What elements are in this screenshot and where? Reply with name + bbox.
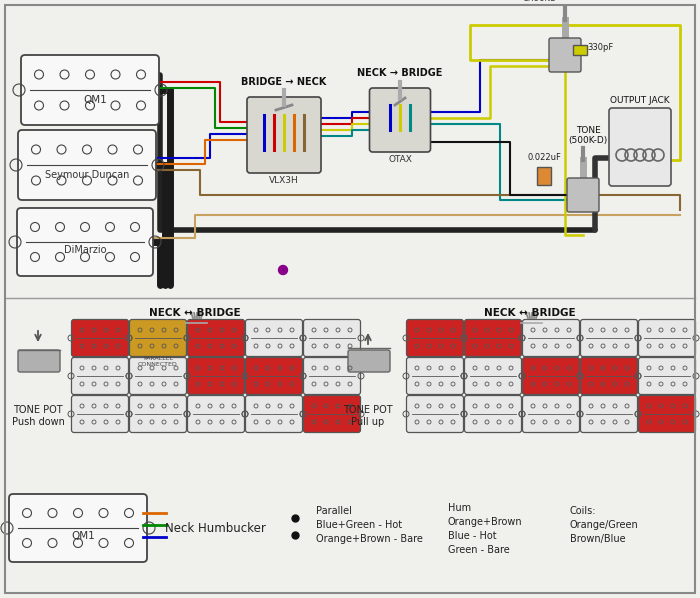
- FancyBboxPatch shape: [465, 395, 522, 432]
- FancyBboxPatch shape: [304, 358, 360, 395]
- Text: 0.022uF: 0.022uF: [527, 153, 561, 162]
- FancyBboxPatch shape: [130, 358, 186, 395]
- Text: QM1: QM1: [71, 531, 95, 541]
- FancyBboxPatch shape: [21, 55, 159, 125]
- Text: QM1: QM1: [83, 95, 107, 105]
- FancyBboxPatch shape: [71, 319, 129, 356]
- Text: VLX3H: VLX3H: [269, 176, 299, 185]
- FancyBboxPatch shape: [246, 358, 302, 395]
- FancyBboxPatch shape: [567, 178, 599, 212]
- FancyBboxPatch shape: [638, 319, 696, 356]
- FancyBboxPatch shape: [609, 108, 671, 186]
- FancyBboxPatch shape: [71, 395, 129, 432]
- FancyBboxPatch shape: [9, 494, 147, 562]
- Text: Coils:
Orange/Green
Brown/Blue: Coils: Orange/Green Brown/Blue: [570, 506, 638, 544]
- FancyBboxPatch shape: [638, 395, 696, 432]
- Text: Neck Humbucker: Neck Humbucker: [165, 521, 266, 535]
- Text: OUTPUT JACK: OUTPUT JACK: [610, 96, 670, 105]
- FancyBboxPatch shape: [407, 395, 463, 432]
- Circle shape: [279, 266, 288, 274]
- FancyBboxPatch shape: [18, 350, 60, 372]
- Text: PARALLEL
CONNECTED: PARALLEL CONNECTED: [138, 356, 178, 367]
- FancyBboxPatch shape: [304, 319, 360, 356]
- Text: TO BRIDGE
GROUND: TO BRIDGE GROUND: [519, 0, 561, 3]
- Text: NECK ↔ BRIDGE: NECK ↔ BRIDGE: [149, 308, 241, 318]
- FancyBboxPatch shape: [130, 319, 186, 356]
- FancyBboxPatch shape: [188, 358, 244, 395]
- FancyBboxPatch shape: [580, 395, 638, 432]
- Text: NECK → BRIDGE: NECK → BRIDGE: [357, 68, 442, 78]
- Text: BRIDGE → NECK: BRIDGE → NECK: [241, 77, 327, 87]
- Text: OTAX: OTAX: [388, 155, 412, 164]
- FancyBboxPatch shape: [247, 97, 321, 173]
- FancyBboxPatch shape: [17, 208, 153, 276]
- FancyBboxPatch shape: [18, 130, 156, 200]
- FancyBboxPatch shape: [522, 319, 580, 356]
- Text: TONE
(500K-D): TONE (500K-D): [568, 126, 608, 145]
- FancyBboxPatch shape: [348, 350, 390, 372]
- FancyBboxPatch shape: [370, 88, 430, 152]
- Text: DiMarzio: DiMarzio: [64, 245, 106, 255]
- FancyBboxPatch shape: [246, 319, 302, 356]
- FancyBboxPatch shape: [580, 319, 638, 356]
- FancyBboxPatch shape: [522, 358, 580, 395]
- FancyBboxPatch shape: [188, 319, 244, 356]
- Text: Hum
Orange+Brown
Blue - Hot
Green - Bare: Hum Orange+Brown Blue - Hot Green - Bare: [448, 503, 523, 555]
- FancyBboxPatch shape: [465, 319, 522, 356]
- Bar: [573, 45, 587, 55]
- FancyBboxPatch shape: [130, 395, 186, 432]
- Text: NECK ↔ BRIDGE: NECK ↔ BRIDGE: [484, 308, 576, 318]
- FancyBboxPatch shape: [638, 358, 696, 395]
- FancyBboxPatch shape: [580, 358, 638, 395]
- Text: TONE POT
Push down: TONE POT Push down: [12, 405, 64, 426]
- FancyBboxPatch shape: [465, 358, 522, 395]
- Text: Seymour Duncan: Seymour Duncan: [45, 170, 130, 180]
- Text: TONE POT
Pull up: TONE POT Pull up: [343, 405, 393, 426]
- Text: Parallel
Blue+Green - Hot
Orange+Brown - Bare: Parallel Blue+Green - Hot Orange+Brown -…: [316, 506, 423, 544]
- FancyBboxPatch shape: [407, 358, 463, 395]
- FancyBboxPatch shape: [407, 319, 463, 356]
- Bar: [537, 167, 551, 185]
- FancyBboxPatch shape: [549, 38, 581, 72]
- FancyBboxPatch shape: [304, 395, 360, 432]
- FancyBboxPatch shape: [522, 395, 580, 432]
- FancyBboxPatch shape: [246, 395, 302, 432]
- Bar: [5, 5, 695, 295]
- Text: 330pF: 330pF: [587, 44, 613, 53]
- FancyBboxPatch shape: [71, 358, 129, 395]
- FancyBboxPatch shape: [188, 395, 244, 432]
